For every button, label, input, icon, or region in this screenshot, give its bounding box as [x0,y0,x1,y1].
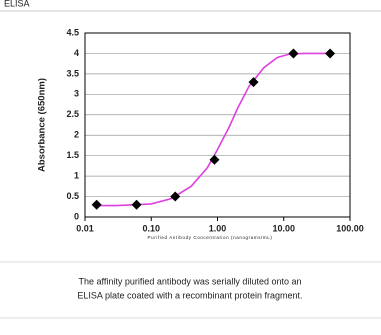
x-axis-label: Purified Antibody Concentration (nanogra… [148,235,273,240]
plot-frame [84,32,351,218]
y-tick-label: 1.5 [66,150,79,160]
y-tick-label: 2 [74,130,79,140]
x-tick-label: 0.10 [142,223,160,233]
y-tick-label: 4.5 [66,27,79,37]
y-axis-label: Absorbance (650nm) [37,78,48,172]
x-tick-label: 10.00 [272,223,295,233]
chart-title: ELISA [4,0,30,8]
caption-line: The affinity purified antibody was seria… [79,276,302,286]
y-tick-label: 1 [74,170,79,180]
data-point [91,199,102,210]
x-tick-label: 100.00 [336,223,364,233]
data-point [209,154,220,165]
data-point [325,48,336,59]
y-tick-label: 4 [74,48,79,58]
fit-curve [96,52,331,207]
x-tick-label: 0.01 [76,223,94,233]
y-tick-label: 2.5 [66,109,79,119]
data-point [170,191,181,202]
x-tick-label: 1.00 [209,223,227,233]
y-tick-label: 0.5 [66,191,79,201]
caption-line: ELISA plate coated with a recombinant pr… [77,290,302,300]
y-tick-label: 0 [74,211,79,221]
y-tick-label: 3 [74,89,79,99]
data-point [131,199,142,210]
y-tick-label: 3.5 [66,68,79,78]
data-point [248,77,259,88]
data-point [288,48,299,59]
